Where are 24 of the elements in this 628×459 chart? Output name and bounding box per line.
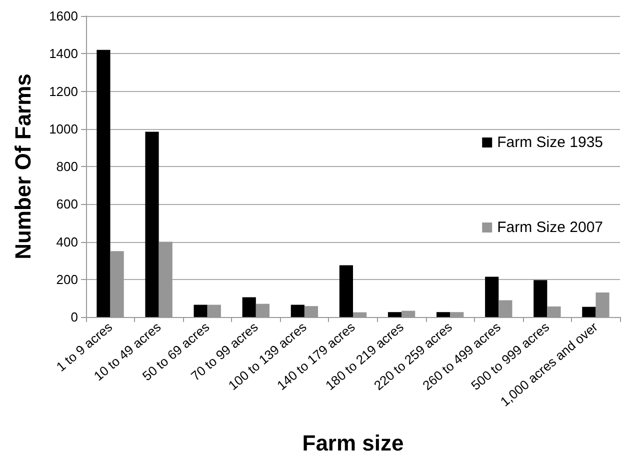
x-axis-title: Farm size [302, 430, 404, 456]
y-tick-label: 800 [56, 159, 78, 174]
legend-label: Farm Size 1935 [497, 134, 604, 151]
y-tick-label: 600 [56, 196, 78, 212]
bar [388, 312, 402, 317]
y-tick-label: 1400 [49, 46, 78, 62]
y-axis-title: Number Of Farms [10, 74, 36, 260]
bar [339, 265, 353, 317]
bar [96, 50, 110, 317]
legend-label: Farm Size 2007 [497, 219, 604, 236]
bar [194, 304, 208, 317]
bar [145, 132, 159, 317]
y-tick-label: 1000 [49, 121, 78, 136]
bar [582, 306, 596, 317]
bar [436, 312, 450, 317]
y-tick-label: 1600 [49, 8, 78, 24]
bar [242, 297, 256, 317]
y-tick-label: 400 [56, 234, 78, 250]
bar [485, 276, 499, 317]
bar [534, 280, 548, 317]
bar [290, 304, 304, 317]
y-tick-label: 200 [56, 272, 78, 287]
y-tick-label: 0 [70, 310, 78, 324]
y-tick-label: 1200 [49, 84, 78, 99]
